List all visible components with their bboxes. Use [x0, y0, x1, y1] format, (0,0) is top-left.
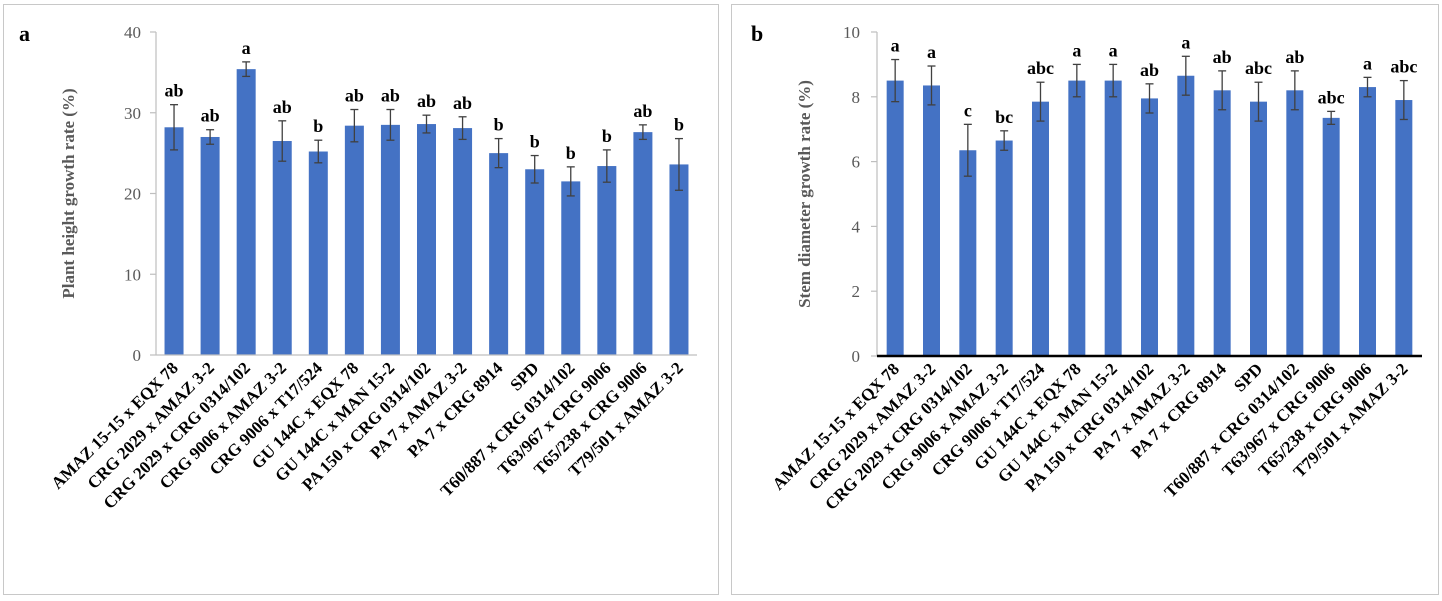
- significance-letter: a: [891, 36, 900, 56]
- bar: [1104, 80, 1122, 356]
- significance-letter: a: [1181, 32, 1190, 52]
- bar: [995, 140, 1013, 356]
- bar: [1359, 87, 1376, 356]
- panel-label-a: a: [19, 21, 30, 46]
- significance-letter: a: [927, 42, 936, 62]
- significance-letter: b: [313, 116, 323, 136]
- bar: [923, 85, 940, 357]
- significance-letter: abc: [1245, 58, 1272, 78]
- bar: [1141, 98, 1158, 357]
- significance-letter: ab: [1285, 47, 1304, 67]
- significance-letter: ab: [417, 91, 436, 111]
- significance-letter: b: [530, 132, 540, 152]
- significance-letter: ab: [633, 101, 652, 121]
- significance-letter: abc: [1318, 87, 1345, 107]
- category-label: CRG 2029 x CRG 0314/102: [821, 359, 975, 513]
- bar: [1322, 117, 1340, 356]
- significance-letter: b: [566, 143, 576, 163]
- y-tick-label: 4: [852, 217, 861, 236]
- significance-letter: a: [242, 38, 251, 58]
- bar: [1395, 100, 1413, 356]
- bar: [200, 136, 220, 355]
- y-tick-label: 40: [124, 23, 141, 42]
- panel-label-b: b: [751, 21, 764, 46]
- significance-letter: a: [1072, 40, 1081, 60]
- significance-letter: b: [494, 115, 504, 135]
- chart-panel-b: b 0 2 4 6 8 10 Stem diameter growth rate (%) a A…: [731, 4, 1439, 595]
- bar: [1286, 90, 1304, 356]
- bar: [1068, 80, 1086, 356]
- bar: [1177, 75, 1195, 357]
- significance-letter: a: [1109, 40, 1118, 60]
- y-tick-label: 30: [124, 104, 141, 123]
- bar: [489, 153, 509, 355]
- bar: [597, 166, 617, 355]
- bar: [344, 125, 364, 355]
- significance-letter: ab: [1213, 47, 1232, 67]
- significance-letter: bc: [995, 107, 1013, 127]
- bar: [959, 150, 977, 356]
- bar: [633, 132, 653, 355]
- bar: [236, 69, 256, 356]
- significance-letter: ab: [381, 86, 400, 106]
- category-label: CRG 2029 x CRG 0314/102: [100, 358, 254, 512]
- y-tick-label: 0: [133, 346, 142, 365]
- bar: [380, 124, 400, 355]
- y-tick-label: 6: [852, 153, 861, 172]
- bar: [308, 151, 328, 355]
- bar: [1032, 101, 1049, 356]
- y-tick-label: 2: [852, 282, 861, 301]
- bar: [417, 124, 436, 356]
- bar: [669, 164, 689, 355]
- significance-letter: b: [602, 126, 612, 146]
- significance-letter: ab: [273, 97, 292, 117]
- bar: [272, 141, 292, 355]
- significance-letter: ab: [345, 86, 364, 106]
- significance-letter: b: [674, 115, 684, 135]
- significance-letter: ab: [1140, 60, 1159, 80]
- bar: [453, 128, 473, 355]
- significance-letter: ab: [201, 106, 220, 126]
- significance-letter: a: [1363, 53, 1372, 73]
- bar: [1213, 90, 1231, 356]
- bar: [525, 169, 545, 355]
- significance-letter: abc: [1390, 57, 1417, 77]
- y-tick-label: 20: [124, 185, 141, 204]
- significance-letter: abc: [1027, 58, 1054, 78]
- y-axis-label: Stem diameter growth rate (%): [795, 80, 814, 308]
- y-axis-label: Plant height growth rate (%): [59, 88, 78, 298]
- y-tick-label: 0: [852, 347, 861, 366]
- bar: [164, 127, 184, 355]
- y-tick-label: 10: [124, 265, 141, 284]
- bar: [1250, 101, 1267, 356]
- y-tick-label: 10: [843, 23, 860, 42]
- significance-letter: ab: [453, 93, 472, 113]
- bar: [561, 181, 581, 355]
- bar: [886, 80, 904, 356]
- chart-panel-a: a 0 10 20 30 40 Plant height growth rate (%) a…: [3, 4, 719, 595]
- significance-letter: c: [964, 100, 972, 120]
- y-tick-label: 8: [852, 88, 861, 107]
- significance-letter: ab: [165, 81, 184, 101]
